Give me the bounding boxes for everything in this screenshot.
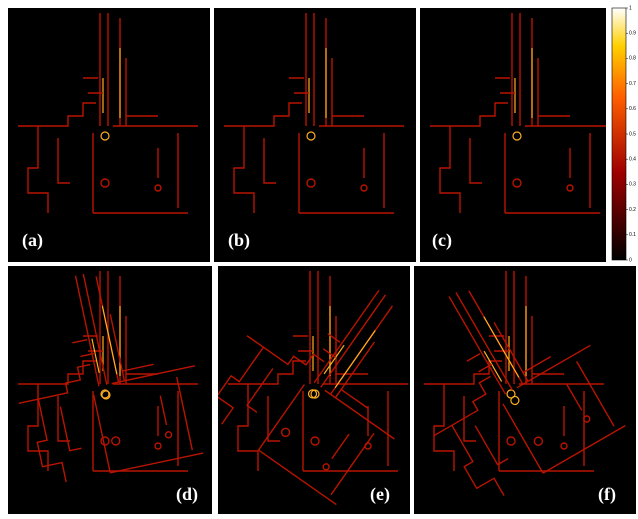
figure: (a) (b) (c) (d) (e) (f) 0 0.1 0.2 0.3 0.4 0.5 0.6 0.… [0, 0, 638, 519]
colorbar-tick-label: 0.5 [629, 131, 636, 137]
colorbar-tick-label: 0.4 [629, 157, 636, 163]
colorbar-tick-label: 0.9 [629, 31, 636, 37]
panel-label: (b) [228, 230, 250, 251]
panel-background [414, 266, 636, 514]
colorbar-tick-label: 0.1 [629, 232, 636, 238]
colorbar [612, 8, 626, 260]
panel: (f) [378, 247, 636, 514]
panel-label: (d) [176, 484, 198, 505]
panel-label: (c) [432, 230, 452, 251]
panel: (c) [420, 8, 610, 262]
colorbar-tick-label: 0.2 [629, 207, 636, 213]
colorbar-tick-label: 0.8 [629, 56, 636, 62]
panel-label: (a) [22, 230, 43, 251]
colorbar-ticks: 0 0.1 0.2 0.3 0.4 0.5 0.6 0.7 0.8 0.9 1 [626, 5, 636, 263]
colorbar-tick-label: 0.6 [629, 106, 636, 112]
colorbar-tick-label: 0.7 [629, 81, 636, 87]
panels: (a) (b) (c) (d) (e) (f) [0, 8, 636, 514]
colorbar-tick-label: 1 [629, 5, 632, 11]
panel: (d) [0, 255, 213, 514]
panel-label: (f) [598, 484, 616, 505]
panel-label: (e) [370, 484, 390, 505]
panel: (b) [214, 8, 416, 262]
colorbar-tick-label: 0 [629, 257, 632, 263]
panel: (a) [8, 8, 210, 262]
colorbar-tick-label: 0.3 [629, 182, 636, 188]
